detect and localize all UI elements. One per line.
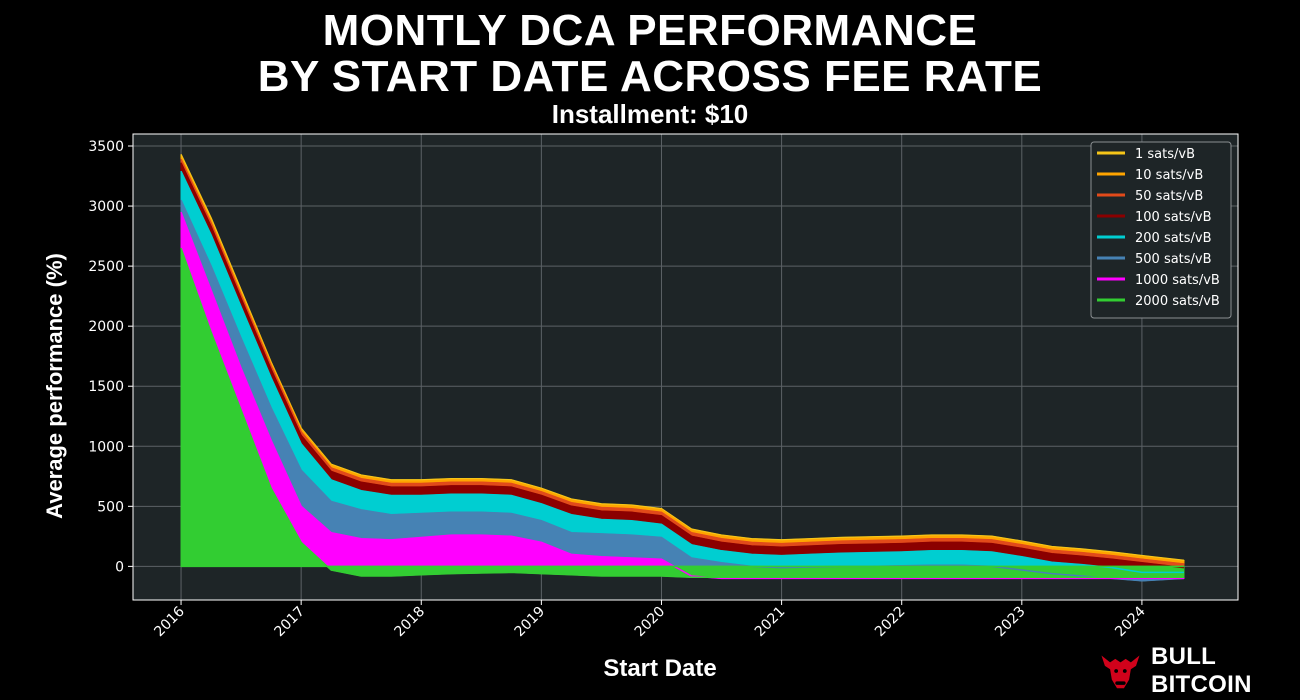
- y-tick-label: 2500: [88, 259, 124, 275]
- legend-label: 500 sats/vB: [1135, 252, 1212, 267]
- x-tick-label: 2022: [872, 604, 909, 641]
- bull-icon: [1101, 655, 1140, 689]
- x-tick-label: 2016: [151, 603, 188, 640]
- series-line-500-sats-vb: [180, 199, 1185, 582]
- y-tick-label: 3500: [88, 139, 124, 155]
- legend-box: [1090, 141, 1232, 319]
- brand-name: BULL BITCOIN: [1150, 643, 1252, 698]
- x-tick-label: 2018: [392, 604, 429, 641]
- y-axis-label: Average performance (%): [42, 253, 67, 519]
- legend-label: 10 sats/vB: [1135, 168, 1203, 183]
- legend-label: 100 sats/vB: [1135, 210, 1212, 225]
- y-tick-label: 1500: [88, 379, 124, 395]
- legend-label: 200 sats/vB: [1135, 231, 1212, 246]
- legend-label: 1000 sats/vB: [1135, 273, 1220, 288]
- series-line-100-sats-vb: [180, 162, 1185, 569]
- legend: 1 sats/vB 10 sats/vB 50 sats/vB 100 sats/vB…: [1090, 141, 1232, 319]
- x-tick-label: 2023: [992, 604, 1029, 641]
- brand-logo: BULL BITCOIN: [1098, 643, 1300, 698]
- series-line-200-sats-vb: [180, 170, 1184, 574]
- y-tick-label: 3000: [88, 199, 124, 215]
- x-tick-label: 2019: [512, 604, 549, 641]
- series-line-1000-sats-vb: [180, 211, 1184, 580]
- series-line-1-sats-vb: [180, 154, 1185, 562]
- series-layer: [180, 154, 1185, 582]
- series-line-10-sats-vb: [180, 156, 1185, 563]
- x-tick-label: 2024: [1112, 603, 1149, 640]
- y-tick-label: 1000: [88, 439, 124, 455]
- x-tick-label: 2021: [752, 604, 789, 641]
- series-line-50-sats-vb: [180, 158, 1185, 565]
- y-tick-label: 2000: [88, 319, 124, 335]
- chart-title-line-1: MONTLY DCA PERFORMANCE: [322, 6, 978, 55]
- series-line-2000-sats-vb: [180, 247, 1184, 578]
- chart-title-line-2: BY START DATE ACROSS FEE RATE: [257, 52, 1043, 101]
- chart-subtitle: Installment: $10: [551, 99, 749, 129]
- plot-frame: [132, 133, 1239, 601]
- y-tick-label: 500: [97, 499, 124, 515]
- x-axis-label: Start Date: [603, 655, 716, 682]
- y-tick-label: 0: [115, 559, 124, 575]
- x-tick-label: 2020: [632, 604, 669, 641]
- legend-label: 1 sats/vB: [1135, 147, 1195, 162]
- legend-label: 2000 sats/vB: [1135, 294, 1220, 309]
- legend-label: 50 sats/vB: [1135, 189, 1203, 204]
- x-tick-label: 2017: [271, 604, 308, 641]
